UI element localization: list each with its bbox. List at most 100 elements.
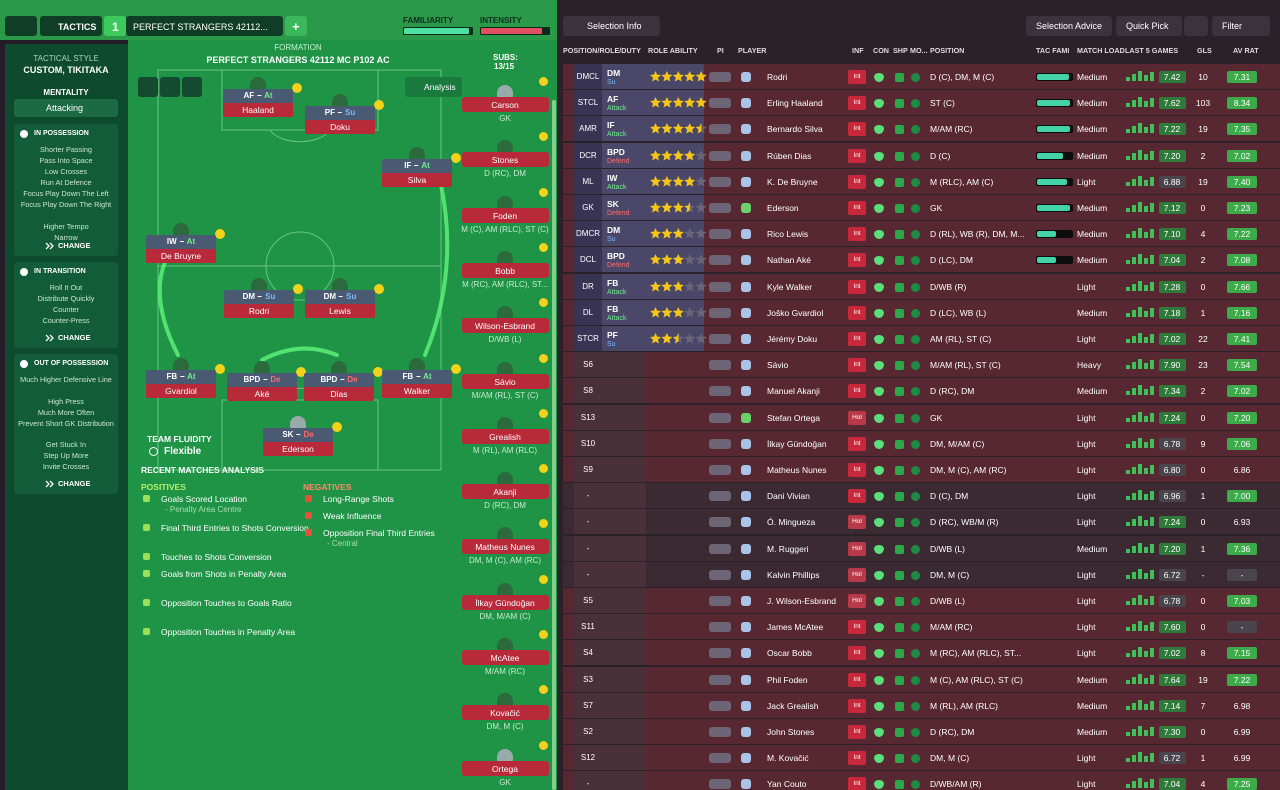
sub-name-box[interactable] [462, 428, 549, 444]
toolbar-button[interactable] [563, 16, 660, 36]
name-box[interactable] [146, 384, 216, 398]
form-bar [1138, 411, 1142, 422]
name-box[interactable] [227, 387, 297, 401]
form-bar [1132, 178, 1136, 186]
column-header: POSITION [930, 46, 965, 55]
name-box[interactable] [224, 304, 294, 318]
add-tactic[interactable] [285, 16, 307, 36]
analysis-button[interactable] [405, 77, 462, 97]
name-box[interactable] [305, 120, 375, 134]
last-5-rating: 7.60 [1163, 622, 1181, 633]
form-bar [1150, 622, 1154, 632]
separator [338, 112, 342, 113]
analysis-item: Opposition Touches to Goals Ratio [161, 598, 292, 608]
sub-name-box[interactable] [462, 484, 549, 500]
form-bar [1138, 333, 1142, 343]
sub-name-box[interactable] [462, 97, 549, 112]
name-box[interactable] [382, 173, 452, 187]
form-bar [1138, 595, 1142, 605]
name-box[interactable] [304, 387, 374, 401]
shirt-icon [741, 98, 751, 109]
arrow-badge [539, 519, 548, 529]
form-bar [1144, 363, 1148, 370]
form-bar [1138, 306, 1142, 317]
form-box [1159, 490, 1186, 503]
formation-name: PERFECT STRANGERS 42112 MC P102 AC [206, 55, 390, 65]
form-bar [1126, 732, 1130, 736]
form-bar [1132, 781, 1136, 789]
tactics-tab[interactable] [40, 16, 102, 36]
pi-icon [709, 386, 731, 397]
last-5-rating: 7.20 [1163, 150, 1181, 161]
name-box[interactable] [223, 103, 293, 117]
change-icon [45, 242, 54, 250]
toolbar-button[interactable] [1116, 16, 1182, 36]
sub-name: Bobb [495, 265, 515, 276]
sub-name-box[interactable] [462, 207, 549, 223]
intensity-fill [481, 28, 543, 34]
shirt-icon [741, 281, 751, 292]
sub-name-box[interactable] [462, 262, 549, 278]
inf: Int [853, 204, 861, 211]
sub-name-box[interactable] [462, 594, 549, 610]
sub-name-box[interactable] [462, 760, 549, 776]
last-5-rating: 7.34 [1163, 386, 1181, 397]
sub-name-box[interactable] [462, 650, 549, 665]
name-box[interactable] [263, 442, 333, 456]
name-box[interactable] [305, 304, 375, 318]
thumb-icon [143, 628, 150, 635]
thumb-icon [143, 599, 150, 606]
back-button[interactable] [5, 16, 37, 36]
tactic-name-box[interactable] [126, 16, 283, 36]
view-button[interactable] [138, 77, 158, 97]
arrow-badge [539, 740, 548, 750]
role-box [224, 290, 294, 304]
duty: At [187, 372, 196, 381]
pos-cell [574, 430, 602, 456]
thumb-icon [143, 553, 150, 560]
sub-name-box[interactable] [462, 318, 549, 334]
sub-name: İlkay Gündoğan [475, 597, 535, 608]
name-box[interactable] [382, 384, 452, 398]
name-box[interactable] [146, 249, 216, 263]
pi-icon [709, 727, 731, 737]
morale-icon [911, 701, 920, 711]
instruction: Focus Play Down The Right [20, 200, 112, 209]
avg-rating-box [1227, 123, 1257, 136]
arrow-badge [539, 353, 548, 363]
duty: Attack [607, 183, 627, 191]
slot-tab[interactable] [104, 16, 126, 36]
condition-icon [874, 308, 884, 318]
toolbar-button[interactable] [1026, 16, 1112, 36]
form-box [1159, 385, 1186, 398]
pos-cell [574, 90, 602, 116]
form-bar [1126, 574, 1130, 579]
pos-cell [574, 719, 602, 744]
role-box [227, 373, 297, 387]
sub-name-box[interactable] [462, 705, 549, 721]
form-bar [1132, 467, 1136, 474]
role-cell [602, 614, 646, 640]
position: DM, M/AM (C) [930, 438, 985, 449]
form-bar [1144, 599, 1148, 605]
sub-name-box[interactable] [462, 539, 549, 555]
sub-name-box[interactable] [462, 373, 549, 389]
view-button[interactable] [182, 77, 202, 97]
avg-rating-box [1227, 254, 1257, 267]
role: IW [166, 237, 177, 246]
pos-cell [574, 614, 602, 640]
pos: GK [582, 203, 594, 212]
last-5-rating: 6.78 [1163, 438, 1181, 449]
inf-badge [848, 279, 866, 294]
mentality-select[interactable] [14, 99, 118, 117]
match-load: Light [1077, 491, 1096, 502]
analysis-sub: - Penalty Area Centre [165, 505, 242, 514]
sub-name-box[interactable] [462, 152, 549, 168]
toolbar-button[interactable] [1212, 16, 1270, 36]
player-name: Ederson [282, 444, 314, 454]
quick-pick-menu[interactable] [1184, 16, 1208, 36]
morale-icon [911, 649, 920, 659]
condition-icon [874, 754, 884, 764]
form-bar [1132, 100, 1136, 108]
view-button[interactable] [160, 77, 180, 97]
